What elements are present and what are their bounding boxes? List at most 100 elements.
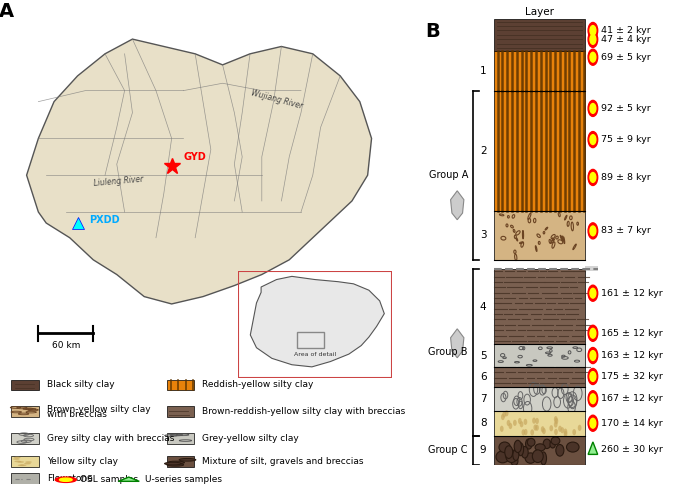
Circle shape [590, 394, 596, 404]
Text: Wujiang River: Wujiang River [250, 89, 304, 111]
Text: B: B [426, 22, 440, 41]
Circle shape [578, 425, 582, 431]
Text: 3: 3 [480, 230, 486, 241]
Circle shape [536, 418, 539, 424]
Bar [585, 267, 598, 271]
Text: Liuleng River: Liuleng River [93, 175, 144, 188]
Text: 163 ± 12 kyr: 163 ± 12 kyr [601, 351, 663, 360]
Circle shape [588, 285, 598, 301]
Circle shape [505, 410, 508, 416]
Ellipse shape [514, 440, 522, 453]
Polygon shape [27, 39, 372, 304]
Circle shape [18, 461, 24, 463]
Circle shape [554, 418, 559, 424]
Ellipse shape [522, 447, 528, 458]
Ellipse shape [566, 442, 579, 452]
Circle shape [503, 411, 506, 418]
Text: 89 ± 8 kyr: 89 ± 8 kyr [601, 173, 650, 182]
Ellipse shape [496, 451, 509, 463]
Ellipse shape [499, 442, 510, 453]
Circle shape [564, 428, 567, 435]
Circle shape [588, 169, 598, 185]
Text: Area of detail: Area of detail [294, 352, 336, 357]
Circle shape [588, 325, 598, 341]
Ellipse shape [513, 450, 519, 460]
Circle shape [536, 424, 539, 431]
Text: 2: 2 [480, 146, 486, 156]
Text: Group C: Group C [428, 445, 468, 455]
Ellipse shape [526, 439, 532, 449]
Text: 8: 8 [480, 419, 486, 428]
Circle shape [18, 465, 24, 466]
Circle shape [14, 461, 21, 462]
Text: Group B: Group B [428, 347, 468, 357]
Bar [494, 367, 585, 387]
Bar [494, 91, 585, 211]
Text: OSL samples: OSL samples [80, 475, 139, 484]
Polygon shape [588, 442, 598, 454]
Circle shape [25, 461, 32, 463]
Circle shape [590, 34, 596, 45]
Circle shape [507, 420, 510, 426]
Text: 92 ± 5 kyr: 92 ± 5 kyr [601, 104, 650, 113]
Ellipse shape [168, 461, 185, 464]
Text: 175 ± 32 kyr: 175 ± 32 kyr [601, 372, 663, 381]
Circle shape [518, 418, 522, 424]
Circle shape [55, 477, 76, 483]
Text: Brown-yellow silty clay: Brown-yellow silty clay [47, 406, 150, 414]
Bar [167, 456, 194, 467]
Circle shape [550, 425, 553, 431]
Text: 167 ± 12 kyr: 167 ± 12 kyr [601, 394, 663, 403]
Text: 75 ± 9 kyr: 75 ± 9 kyr [601, 135, 650, 144]
Circle shape [501, 414, 505, 420]
Circle shape [24, 463, 31, 465]
Circle shape [508, 423, 512, 429]
Circle shape [588, 368, 598, 384]
Text: 1: 1 [480, 65, 486, 76]
Bar [494, 345, 585, 367]
Bar [167, 433, 194, 443]
Text: Reddish-yellow silty clay: Reddish-yellow silty clay [202, 380, 314, 390]
Circle shape [588, 31, 598, 47]
Text: 5: 5 [480, 350, 486, 361]
Circle shape [542, 428, 546, 434]
Text: Layer: Layer [525, 7, 554, 17]
Circle shape [20, 465, 27, 466]
Ellipse shape [167, 464, 183, 466]
Ellipse shape [532, 450, 543, 463]
Circle shape [554, 416, 558, 423]
Ellipse shape [550, 440, 555, 448]
Text: 47 ± 4 kyr: 47 ± 4 kyr [601, 35, 650, 44]
Circle shape [588, 415, 598, 431]
Text: Group A: Group A [428, 170, 468, 180]
Circle shape [590, 172, 596, 182]
Ellipse shape [556, 444, 564, 456]
Circle shape [522, 429, 525, 436]
Text: 7: 7 [480, 394, 486, 404]
Circle shape [573, 429, 576, 435]
Circle shape [513, 420, 517, 426]
Circle shape [558, 425, 562, 432]
Text: Black silty clay: Black silty clay [47, 380, 115, 390]
Circle shape [588, 348, 598, 363]
Bar [297, 332, 324, 348]
Ellipse shape [527, 439, 535, 446]
Bar [167, 406, 194, 417]
Polygon shape [451, 329, 464, 358]
Circle shape [590, 328, 596, 338]
Text: 6: 6 [480, 372, 486, 382]
Ellipse shape [511, 456, 518, 466]
Circle shape [590, 350, 596, 361]
Text: Grey silty clay with breccias: Grey silty clay with breccias [47, 434, 174, 443]
Ellipse shape [525, 453, 536, 463]
Ellipse shape [164, 462, 181, 465]
Circle shape [590, 104, 596, 113]
Circle shape [564, 431, 568, 437]
Text: Grey-yellow silty clay: Grey-yellow silty clay [202, 434, 299, 443]
Circle shape [60, 478, 72, 481]
Circle shape [590, 135, 596, 145]
Text: 83 ± 7 kyr: 83 ± 7 kyr [601, 227, 651, 235]
Polygon shape [251, 276, 384, 367]
Text: 165 ± 12 kyr: 165 ± 12 kyr [601, 329, 663, 338]
Bar [494, 50, 585, 91]
